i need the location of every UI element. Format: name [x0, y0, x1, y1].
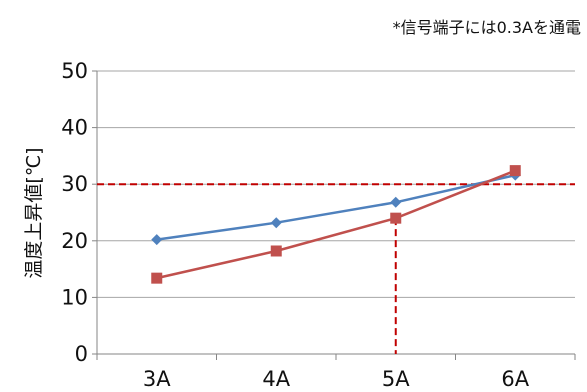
series-1-point [151, 234, 163, 246]
series-1-point [390, 196, 402, 208]
tick-labels: 0 10 20 30 40 50 3A 4A 5A 6A [61, 59, 529, 391]
series-2-point [390, 212, 402, 224]
y-tick-label: 30 [61, 172, 88, 196]
series-line-1 [156, 173, 516, 241]
y-tick-label: 50 [61, 59, 88, 83]
x-tick-label: 4A [262, 367, 290, 391]
series-1-point [270, 217, 282, 229]
y-tick-label: 10 [61, 285, 88, 309]
x-tick-label: 3A [143, 367, 171, 391]
series-2-point [151, 272, 163, 284]
reference-lines [97, 183, 575, 354]
test-condition-note: *信号端子には0.3Aを通電 [392, 18, 581, 37]
x-tick-label: 5A [382, 367, 410, 391]
y-tick-label: 20 [61, 229, 88, 253]
series-2-point [270, 245, 282, 257]
y-tick-label: 0 [75, 342, 88, 366]
y-tick-label: 40 [61, 116, 88, 140]
data-series [151, 165, 521, 284]
series-2-point [509, 165, 521, 177]
axes [92, 70, 576, 360]
series-line-2 [156, 169, 516, 280]
y-axis-label: 温度上昇値[℃] [23, 147, 45, 278]
x-tick-label: 6A [501, 367, 529, 391]
